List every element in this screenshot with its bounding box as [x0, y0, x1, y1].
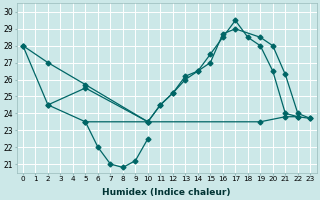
- X-axis label: Humidex (Indice chaleur): Humidex (Indice chaleur): [102, 188, 231, 197]
